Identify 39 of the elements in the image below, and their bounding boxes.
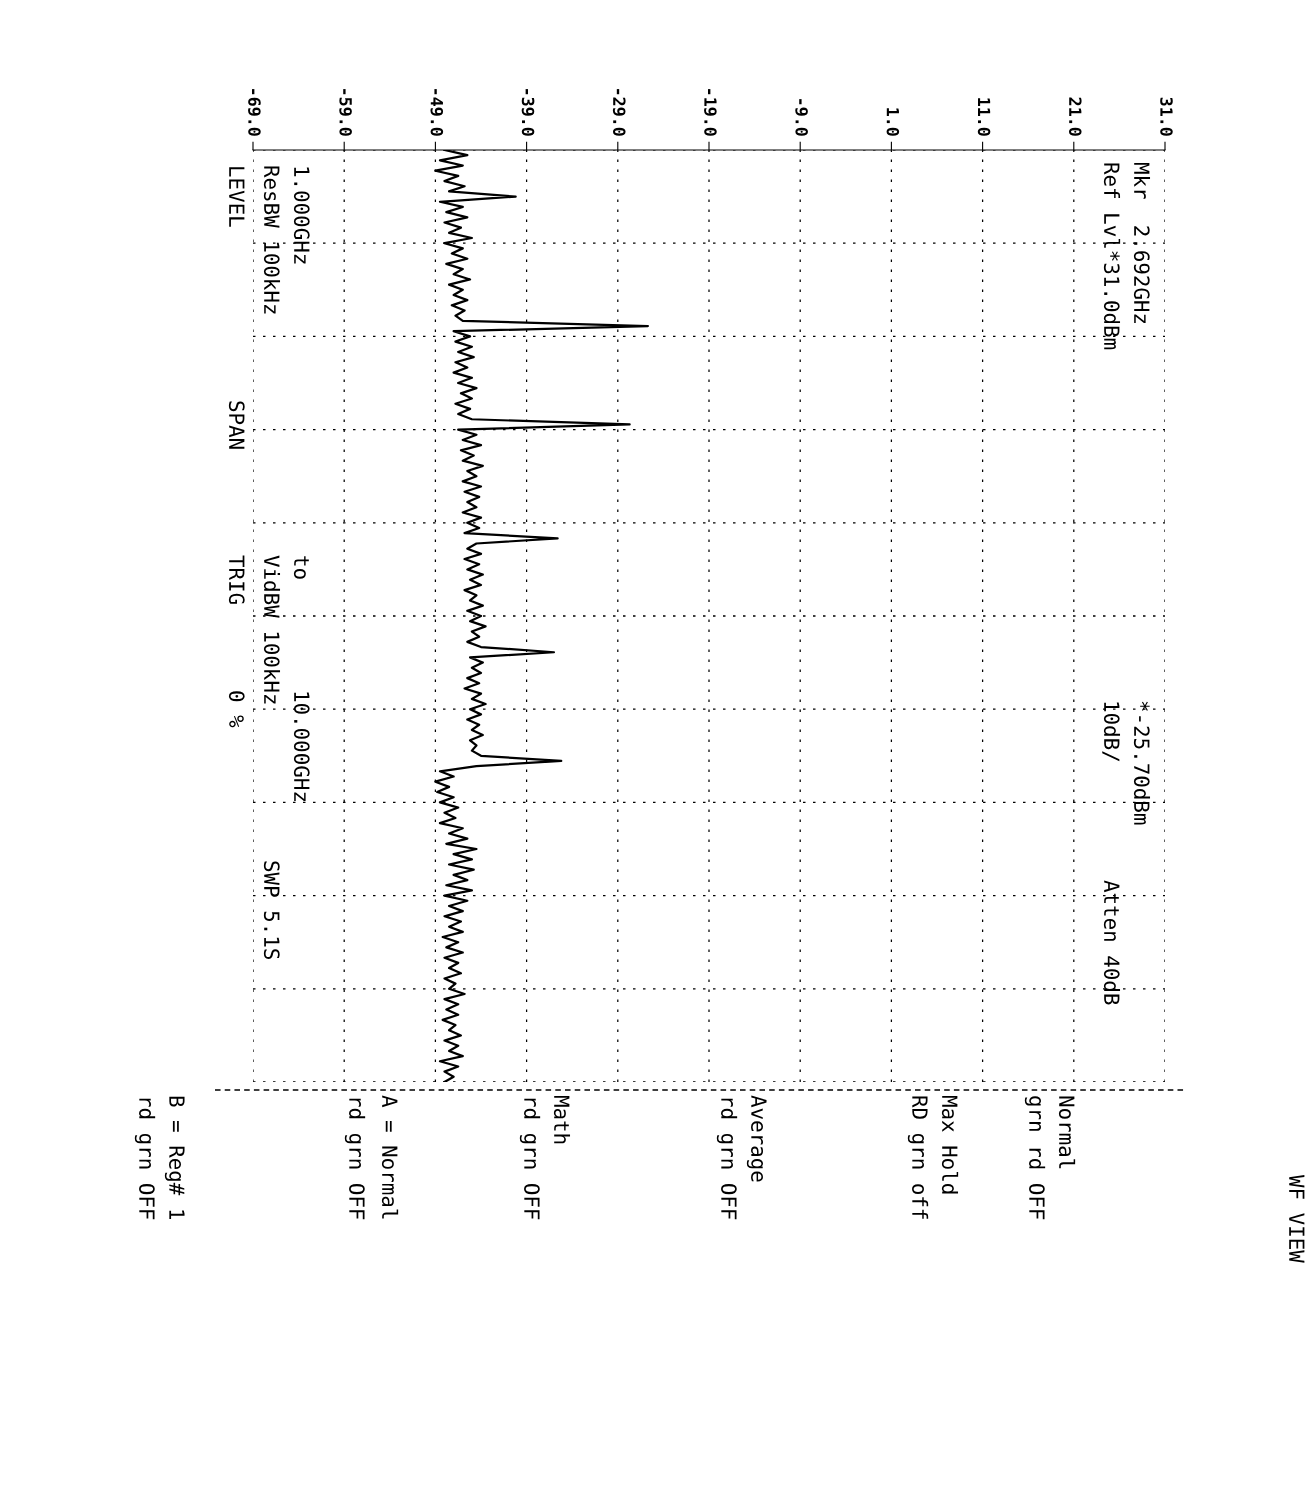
x-tick-label: -19.0 [704, 89, 717, 136]
annotation: 10dB/ [1102, 702, 1121, 762]
x-tick-label: 1.0 [886, 108, 900, 136]
text: Normal [1058, 1096, 1076, 1169]
x-tick-label: -59.0 [339, 89, 352, 136]
text: LEVEL [229, 167, 245, 227]
annotation: 10.000GHz [293, 692, 310, 801]
annotation: Atten 40dB [1103, 880, 1121, 1005]
annotation: ResBW 100kHz [263, 166, 281, 314]
x-tick-label: -49.0 [430, 89, 444, 136]
text: A = Normal [381, 1095, 399, 1219]
text: TRIG [228, 555, 245, 604]
x-tick-label: 21.0 [1068, 97, 1082, 136]
annotation: *-25.70dBm [1133, 701, 1151, 825]
annotation: to [293, 556, 309, 579]
x-tick-label: -29.0 [612, 89, 626, 136]
annotation: Ref Lvl*31.0dBm [1103, 163, 1121, 350]
text: B = Reg# 1 [164, 1096, 185, 1220]
annotation: Mkr 2.692GHz [1133, 162, 1151, 324]
annotation: SWP 5.1S [263, 861, 280, 959]
text: SPAN [228, 401, 245, 449]
text: rd grn OFF [519, 1098, 541, 1220]
x-tick-label: -39.0 [521, 89, 535, 136]
text: rd grn OFF [344, 1098, 366, 1220]
text: WF VIEW [1289, 1175, 1305, 1263]
text: rd grn OFF [134, 1098, 156, 1220]
text: Max Hold [941, 1095, 959, 1194]
annotation: VidBW 100kHz [263, 555, 281, 704]
x-tick-label: 11.0 [977, 98, 991, 136]
text: RD grn off [907, 1096, 929, 1219]
x-tick-label: -9.0 [795, 99, 808, 136]
text: Math [553, 1095, 571, 1144]
annotation: 1.000GHz [293, 167, 310, 264]
text: Average [746, 1095, 767, 1182]
text: grn rd OFF [1024, 1096, 1046, 1220]
text: 0 % [228, 691, 245, 728]
x-tick-label: 31.0 [1160, 97, 1173, 136]
text: rd grn OFF [716, 1098, 738, 1220]
x-tick-label: -69.0 [248, 89, 261, 136]
